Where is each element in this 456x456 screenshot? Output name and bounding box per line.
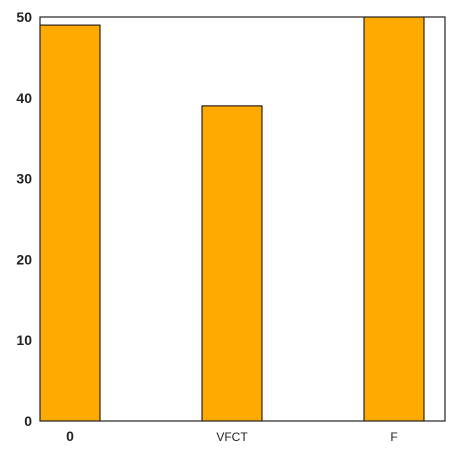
plot-frame bbox=[39, 16, 446, 422]
y-tick-label: 50 bbox=[16, 9, 32, 25]
bar-vfct bbox=[201, 105, 263, 422]
bar-0 bbox=[39, 24, 101, 422]
bars-group bbox=[39, 16, 425, 422]
x-tick-label: VFCT bbox=[216, 430, 248, 444]
y-tick-label: 10 bbox=[16, 332, 32, 348]
x-tick-label: F bbox=[390, 430, 397, 444]
x-tick-label: 0 bbox=[66, 428, 74, 444]
bar-f bbox=[363, 16, 425, 422]
y-axis-ticks: 0 10 20 30 40 50 bbox=[16, 9, 32, 429]
y-tick-label: 20 bbox=[16, 251, 32, 267]
y-tick-label: 30 bbox=[16, 171, 32, 187]
y-tick-label: 40 bbox=[16, 90, 32, 106]
x-axis-ticks: 0 VFCT F bbox=[66, 428, 398, 444]
y-tick-label: 0 bbox=[24, 413, 32, 429]
